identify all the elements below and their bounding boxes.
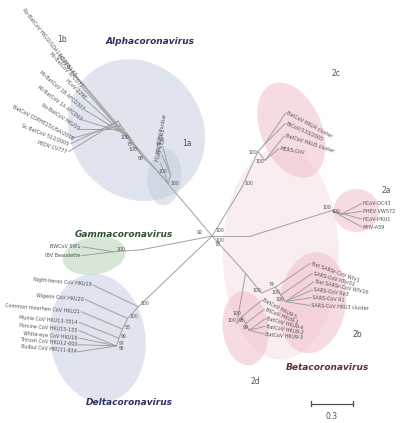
Text: 100: 100	[227, 319, 236, 323]
Text: 0.3: 0.3	[326, 412, 338, 421]
Text: PEDV CV777: PEDV CV777	[36, 140, 67, 154]
Text: BatCoV HKU9-5: BatCoV HKU9-5	[262, 298, 298, 320]
Text: 100: 100	[244, 181, 253, 187]
Text: MHV-A59: MHV-A59	[363, 225, 385, 230]
Ellipse shape	[148, 149, 182, 206]
Text: Porcine CoV HKU15-155: Porcine CoV HKU15-155	[19, 323, 78, 333]
Text: 74: 74	[269, 282, 275, 287]
Text: 98: 98	[138, 156, 144, 161]
Text: Gammacoronavirus: Gammacoronavirus	[75, 231, 173, 239]
Text: SARS-CoV R1: SARS-CoV R1	[312, 295, 345, 303]
Text: 100: 100	[120, 135, 129, 140]
Text: 75: 75	[127, 142, 133, 147]
Text: 100: 100	[271, 290, 280, 295]
Text: Mi-BatCoV 1B AFCD307: Mi-BatCoV 1B AFCD307	[39, 70, 85, 111]
Text: BatCoV CDPHE15/USA/2006: BatCoV CDPHE15/USA/2006	[11, 104, 74, 140]
Text: 100: 100	[331, 209, 340, 214]
Text: FCoV C1Je: FCoV C1Je	[155, 137, 166, 162]
Ellipse shape	[223, 148, 339, 360]
Text: 99: 99	[121, 334, 127, 339]
Text: PRCV ISU1: PRCV ISU1	[156, 129, 166, 154]
Text: PHEV VW572: PHEV VW572	[363, 209, 395, 214]
Text: HCoV-HKU1: HCoV-HKU1	[363, 217, 391, 222]
Text: BtCoV/133/2005: BtCoV/133/2005	[285, 121, 324, 142]
Text: Mi-BatCoV 1A AFCD62: Mi-BatCoV 1A AFCD62	[36, 85, 83, 121]
Text: SARS-CoV Rp3: SARS-CoV Rp3	[313, 287, 349, 297]
Text: 2a: 2a	[381, 187, 390, 195]
Text: SARS-CoV hTor02: SARS-CoV hTor02	[313, 271, 356, 287]
Text: 100: 100	[158, 169, 167, 174]
Text: MERS-CoV: MERS-CoV	[279, 146, 305, 155]
Ellipse shape	[222, 291, 269, 365]
Text: Deltacoronavirus: Deltacoronavirus	[86, 398, 172, 407]
Text: 2c: 2c	[332, 69, 341, 78]
Ellipse shape	[68, 59, 205, 201]
Text: BatCoV HKU4 cluster: BatCoV HKU4 cluster	[286, 110, 333, 139]
Text: HCoV-229E: HCoV-229E	[63, 78, 86, 101]
Text: BWCoV SW1: BWCoV SW1	[50, 244, 80, 249]
Text: SARS-CoV HKU3 cluster: SARS-CoV HKU3 cluster	[311, 303, 369, 311]
Text: BatCoV HKU9-3: BatCoV HKU9-3	[265, 332, 303, 340]
Text: 100: 100	[322, 205, 331, 210]
Ellipse shape	[50, 274, 146, 402]
Text: 100: 100	[128, 147, 137, 152]
Text: Bulbul CoV HKU11-934: Bulbul CoV HKU11-934	[20, 344, 76, 354]
Ellipse shape	[257, 82, 325, 178]
Text: 100: 100	[215, 228, 224, 233]
Text: Sc BatCoV 512/2005: Sc BatCoV 512/2005	[21, 123, 70, 146]
Text: 100: 100	[171, 181, 179, 186]
Text: Thrush CoV HKU12-600: Thrush CoV HKU12-600	[20, 337, 77, 347]
Text: 100: 100	[248, 150, 257, 155]
Text: 100: 100	[276, 297, 285, 302]
Text: 58: 58	[124, 324, 130, 330]
Text: Betacoronavirus: Betacoronavirus	[286, 363, 369, 372]
Text: HCoV-OC43: HCoV-OC43	[363, 201, 391, 206]
Text: 2d: 2d	[251, 377, 260, 386]
Text: HCoV-NL63: HCoV-NL63	[56, 53, 78, 78]
Text: 1b: 1b	[57, 36, 67, 44]
Text: Ro-BatCoV HKU10: Ro-BatCoV HKU10	[40, 103, 80, 131]
Text: BatCoV HKU5 cluster: BatCoV HKU5 cluster	[284, 134, 335, 154]
Ellipse shape	[278, 252, 346, 353]
Text: 92: 92	[197, 231, 203, 236]
Text: Bat SARSr-CoV WIV1: Bat SARSr-CoV WIV1	[310, 261, 360, 283]
Text: Ro-BatCoV HKU2/GDA10/2006: Ro-BatCoV HKU2/GDA10/2006	[22, 8, 71, 69]
Text: White-eye CoV HKU16: White-eye CoV HKU16	[23, 331, 78, 341]
Text: TGEV Purdue: TGEV Purdue	[157, 114, 168, 147]
Text: 100: 100	[233, 311, 241, 316]
Text: BtCoV HKU9-1: BtCoV HKU9-1	[264, 307, 298, 325]
Text: 97: 97	[118, 341, 124, 346]
Text: 100: 100	[252, 288, 261, 293]
Text: 78: 78	[215, 242, 221, 247]
Text: 99: 99	[243, 325, 248, 330]
Text: 100: 100	[215, 238, 224, 243]
Ellipse shape	[63, 236, 126, 275]
Text: BatCoV HKU9-4: BatCoV HKU9-4	[266, 316, 304, 331]
Text: 100: 100	[256, 159, 264, 164]
Text: 1a: 1a	[182, 139, 192, 148]
Text: 2b: 2b	[353, 330, 362, 339]
Ellipse shape	[334, 189, 379, 232]
Text: 100: 100	[130, 313, 138, 319]
Text: Wigeon CoV HKU20: Wigeon CoV HKU20	[36, 293, 84, 302]
Text: Alphacoronavirus: Alphacoronavirus	[106, 37, 195, 47]
Text: IBV Beaudette: IBV Beaudette	[45, 253, 80, 258]
Text: 95: 95	[118, 346, 124, 351]
Text: 95: 95	[239, 319, 245, 323]
Text: Munia CoV HKU13-3514: Munia CoV HKU13-3514	[19, 315, 78, 325]
Text: 100: 100	[116, 247, 125, 252]
Text: 100: 100	[141, 302, 150, 306]
Text: BatCoV HKU9-2: BatCoV HKU9-2	[266, 324, 304, 335]
Text: Bat SARSr-CoV WIV16: Bat SARSr-CoV WIV16	[314, 280, 368, 296]
Text: Night-heron CoV HKU19: Night-heron CoV HKU19	[33, 277, 92, 288]
Text: Common moorhen CoV HKU21: Common moorhen CoV HKU21	[5, 303, 80, 314]
Text: Mi-BatCoV AFCD77: Mi-BatCoV AFCD77	[48, 51, 84, 89]
